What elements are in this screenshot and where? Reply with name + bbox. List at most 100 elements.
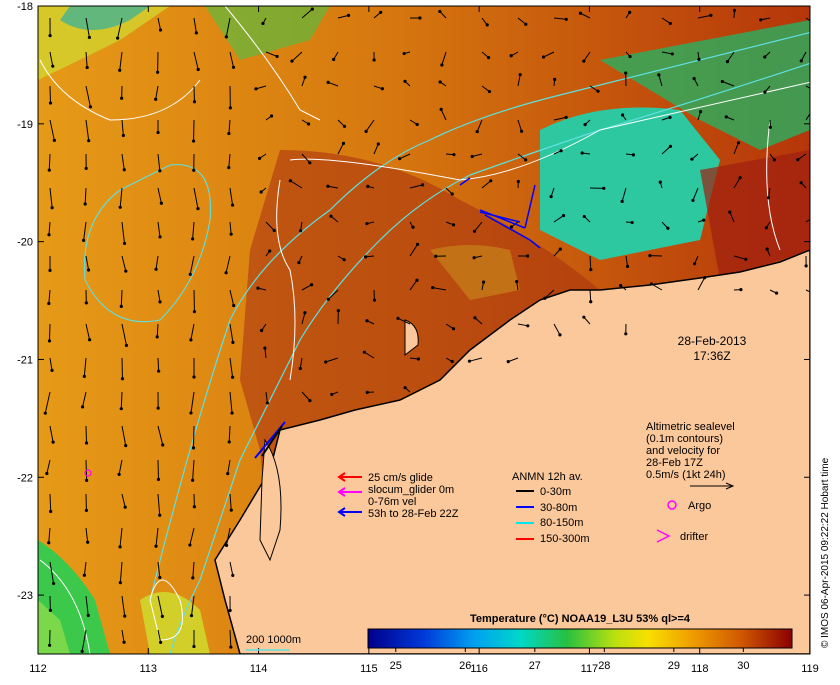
velocity-arrow-head (159, 28, 162, 31)
legend-label-53h: 53h to 28-Feb 22Z (368, 508, 459, 520)
velocity-arrow-head (657, 73, 660, 76)
velocity-arrow-head (763, 55, 766, 58)
velocity-arrow-head (230, 411, 233, 414)
velocity-arrow-head (261, 22, 264, 25)
lon-tick-label: 114 (250, 663, 268, 675)
velocity-arrow-head (87, 139, 90, 142)
velocity-arrow-head (263, 347, 266, 350)
velocity-arrow-head (230, 233, 233, 236)
altimetry-line: Altimetric sealevel (646, 421, 735, 433)
velocity-arrow-head (473, 256, 476, 259)
velocity-arrow-head (624, 332, 627, 335)
velocity-arrow-head (124, 506, 127, 509)
velocity-arrow-head (229, 609, 232, 612)
velocity-arrow-head (196, 207, 199, 210)
velocity-arrow-head (583, 123, 586, 126)
velocity-arrow-head (486, 23, 489, 26)
velocity-arrow-head (156, 131, 159, 134)
lat-tick-label: -23 (17, 590, 33, 602)
velocity-arrow-head (81, 650, 84, 653)
velocity-arrow-head (89, 105, 92, 108)
velocity-arrow-head (439, 80, 442, 83)
velocity-arrow-head (403, 52, 406, 55)
velocity-arrow-head (122, 134, 125, 137)
velocity-arrow-head (468, 360, 471, 363)
velocity-arrow-head (84, 202, 87, 205)
velocity-arrow-head (258, 157, 261, 160)
velocity-arrow-head (766, 248, 769, 251)
velocity-arrow-head (190, 614, 193, 617)
velocity-arrow-head (699, 110, 702, 113)
colorbar-tick-label: 28 (598, 660, 610, 672)
velocity-arrow-head (343, 125, 346, 128)
velocity-arrow-head (702, 219, 705, 222)
velocity-arrow-head (226, 472, 229, 475)
velocity-arrow-head (726, 60, 729, 63)
velocity-arrow-head (83, 375, 86, 378)
lat-tick-label: -20 (17, 237, 33, 249)
velocity-arrow-head (697, 58, 700, 61)
argo-legend-label: Argo (688, 500, 711, 512)
velocity-arrow-head (123, 168, 126, 171)
velocity-arrow-head (542, 55, 545, 58)
lat-tick-label: -21 (17, 354, 33, 366)
velocity-arrow-head (86, 541, 89, 544)
altimetry-line: 28-Feb 17Z (646, 457, 703, 469)
velocity-arrow-head (582, 60, 585, 63)
velocity-arrow-head (193, 310, 196, 313)
velocity-arrow (50, 494, 51, 511)
velocity-arrow-head (703, 276, 706, 279)
velocity-arrow-head (231, 574, 234, 577)
velocity-arrow (49, 324, 50, 341)
velocity-arrow-head (520, 130, 523, 133)
legend-label-slocum: slocum_glider 0m (368, 484, 454, 496)
velocity-arrow-head (49, 609, 52, 612)
velocity-arrow-head (452, 223, 455, 226)
velocity-arrow-head (800, 59, 803, 62)
velocity-arrow-head (229, 645, 232, 648)
velocity-arrow-head (721, 80, 724, 83)
lon-tick-label: 119 (801, 663, 819, 675)
velocity-arrow-head (366, 391, 369, 394)
velocity-arrow-head (517, 180, 520, 183)
velocity-arrow-head (765, 226, 768, 229)
velocity-arrow-head (51, 65, 54, 68)
velocity-arrow-head (124, 444, 127, 447)
velocity-arrow-head (326, 185, 329, 188)
velocity-arrow-head (728, 210, 731, 213)
velocity-arrow-head (156, 71, 159, 74)
velocity-arrow-head (327, 298, 330, 301)
velocity-arrow-head (487, 56, 490, 59)
velocity-arrow-head (396, 317, 399, 320)
velocity-arrow-head (773, 158, 776, 161)
velocity-arrow-head (524, 23, 527, 26)
velocity-arrow-head (81, 405, 84, 408)
velocity-arrow-head (327, 81, 330, 84)
velocity-arrow-head (550, 195, 553, 198)
velocity-arrow-head (690, 158, 693, 161)
velocity-arrow-head (812, 107, 815, 110)
velocity-arrow-head (659, 181, 662, 184)
velocity-arrow-head (188, 543, 191, 546)
velocity-arrow-head (628, 55, 631, 58)
velocity-arrow-head (154, 268, 157, 271)
velocity-arrow-head (744, 258, 747, 261)
velocity-arrow-head (805, 264, 808, 267)
velocity-arrow-head (471, 155, 474, 158)
velocity-arrow-head (417, 357, 420, 360)
velocity-arrow-head (404, 386, 407, 389)
velocity-arrow-head (489, 179, 492, 182)
velocity-arrow-head (290, 60, 293, 63)
velocity-arrow-head (482, 281, 485, 284)
velocity-arrow-head (192, 139, 195, 142)
velocity-arrow-head (229, 106, 232, 109)
velocity-arrow-head (232, 304, 235, 307)
velocity-arrow-head (273, 229, 276, 232)
velocity-arrow-head (85, 301, 88, 304)
lon-tick-label: 116 (470, 663, 488, 675)
velocity-arrow-head (192, 446, 195, 449)
velocity-arrow (158, 358, 159, 371)
velocity-arrow-head (88, 338, 91, 341)
velocity-arrow-head (524, 158, 527, 161)
lat-tick-label: -22 (17, 472, 33, 484)
